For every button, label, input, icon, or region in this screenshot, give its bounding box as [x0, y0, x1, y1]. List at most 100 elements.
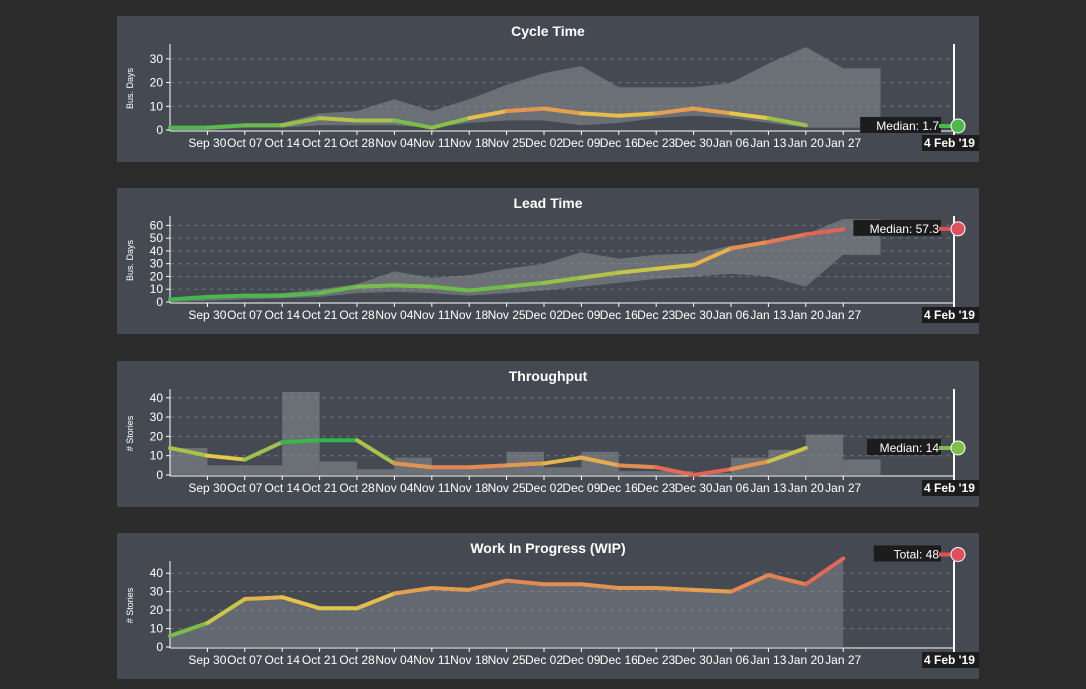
series-segment: [616, 111, 659, 118]
series-segment: [392, 585, 434, 596]
y-tick-label: 60: [150, 218, 164, 232]
series-segment: [280, 291, 322, 298]
series-segment: [317, 116, 359, 123]
summary-badge: Median: 1.7: [860, 116, 966, 134]
summary-dot: [950, 546, 966, 562]
y-tick-label: 40: [150, 244, 164, 258]
x-tick-label: Sep 30: [188, 136, 226, 150]
series-segment: [168, 445, 210, 458]
y-tick-label: 10: [150, 99, 164, 113]
summary-dot: [950, 221, 966, 237]
y-tick-label: 0: [156, 640, 163, 654]
x-tick-label: Dec 23: [637, 136, 675, 150]
series-segment: [280, 438, 322, 445]
end-date-bg: [922, 480, 979, 496]
series-segment: [355, 438, 397, 466]
series-segment: [355, 283, 397, 289]
series-segment: [392, 283, 434, 289]
series-segment: [654, 106, 696, 116]
chart-title: Work In Progress (WIP): [470, 540, 625, 556]
summary-label-bg: [860, 116, 941, 133]
end-date-label: 4 Feb '19: [924, 653, 975, 667]
throughput-bar: [618, 471, 657, 475]
x-tick-label: Dec 09: [562, 481, 600, 495]
x-tick-label: Nov 11: [413, 481, 450, 495]
series-segment: [242, 440, 285, 462]
x-tick-label: Oct 28: [339, 308, 375, 322]
x-tick-label: Dec 09: [562, 308, 600, 322]
series-segment: [168, 294, 210, 302]
x-tick-label: Jan 13: [750, 481, 786, 495]
summary-badge: Total: 48: [873, 545, 966, 562]
series-segment: [729, 111, 771, 121]
y-tick-label: 40: [150, 566, 164, 580]
summary-label: Median: 14: [880, 441, 940, 455]
x-tick-label: Jan 20: [788, 308, 824, 322]
x-tick-label: Nov 04: [375, 653, 413, 667]
x-tick-label: Jan 27: [825, 136, 861, 150]
series-segment: [579, 455, 621, 468]
x-tick-label: Dec 23: [637, 308, 675, 322]
y-tick-label: 10: [150, 622, 164, 636]
series-segment: [429, 585, 472, 592]
end-date-marker: 4 Feb '19: [922, 652, 979, 668]
x-tick-label: Jan 13: [750, 136, 786, 150]
end-date-marker: 4 Feb '19: [922, 307, 979, 323]
series-segment: [729, 573, 771, 594]
end-date-label: 4 Feb '19: [924, 481, 975, 495]
series-segment: [467, 463, 509, 470]
throughput-bar: [544, 467, 582, 475]
x-tick-label: Dec 02: [525, 308, 563, 322]
series-segment: [691, 587, 733, 594]
x-tick-label: Nov 25: [488, 481, 526, 495]
chart-title: Lead Time: [514, 195, 583, 211]
series-segment: [766, 445, 808, 464]
x-tick-label: Oct 21: [302, 308, 338, 322]
series-segment: [392, 461, 434, 470]
y-tick-label: 50: [150, 231, 164, 245]
x-tick-label: Jan 13: [750, 308, 786, 322]
x-tick-label: Dec 16: [600, 308, 638, 322]
series-segment: [542, 455, 584, 466]
x-tick-label: Dec 16: [600, 653, 638, 667]
y-tick-label: 0: [156, 295, 163, 309]
x-tick-label: Nov 25: [488, 653, 526, 667]
summary-label: Total: 48: [894, 547, 940, 561]
x-tick-label: Jan 06: [713, 481, 749, 495]
series-segment: [616, 266, 659, 275]
series-segment: [691, 246, 733, 267]
x-tick-label: Dec 02: [525, 653, 563, 667]
y-tick-label: 30: [150, 257, 164, 271]
x-tick-label: Jan 06: [713, 653, 749, 667]
series-segment: [504, 280, 546, 289]
x-tick-label: Oct 21: [302, 653, 338, 667]
series-segment: [691, 106, 733, 116]
y-tick-label: 30: [150, 52, 164, 66]
summary-dot: [950, 440, 966, 456]
x-tick-label: Jan 20: [788, 481, 824, 495]
end-date-bg: [922, 307, 979, 323]
wip-area: [170, 558, 844, 647]
x-tick-label: Sep 30: [188, 481, 226, 495]
x-tick-label: Jan 27: [825, 308, 861, 322]
x-tick-label: Oct 14: [265, 481, 301, 495]
x-tick-label: Oct 07: [227, 136, 263, 150]
series-segment: [429, 116, 472, 130]
series-segment: [616, 463, 659, 470]
series-segment: [579, 111, 621, 118]
x-tick-label: Jan 06: [713, 136, 749, 150]
x-tick-label: Nov 18: [450, 481, 488, 495]
series-segment: [654, 262, 696, 271]
y-tick-label: 20: [150, 269, 164, 283]
end-date-bg: [922, 652, 979, 668]
series-segment: [205, 453, 247, 462]
wip-chart: Work In Progress (WIP) 0 10 20 30 40 # Stories…: [125, 540, 979, 668]
x-tick-label: Nov 11: [413, 308, 450, 322]
throughput-bar: [805, 434, 844, 475]
y-axis-label: Bus. Days: [125, 67, 135, 109]
series-segment: [467, 284, 509, 293]
x-tick-label: Oct 07: [227, 308, 263, 322]
series-segment: [654, 585, 696, 592]
